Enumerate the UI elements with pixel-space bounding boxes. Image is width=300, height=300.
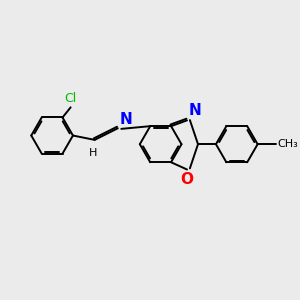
Text: Cl: Cl <box>64 92 77 105</box>
Text: N: N <box>188 103 201 118</box>
Text: O: O <box>180 172 193 187</box>
Text: H: H <box>89 148 98 158</box>
Text: N: N <box>119 112 132 127</box>
Text: CH₃: CH₃ <box>278 139 298 149</box>
